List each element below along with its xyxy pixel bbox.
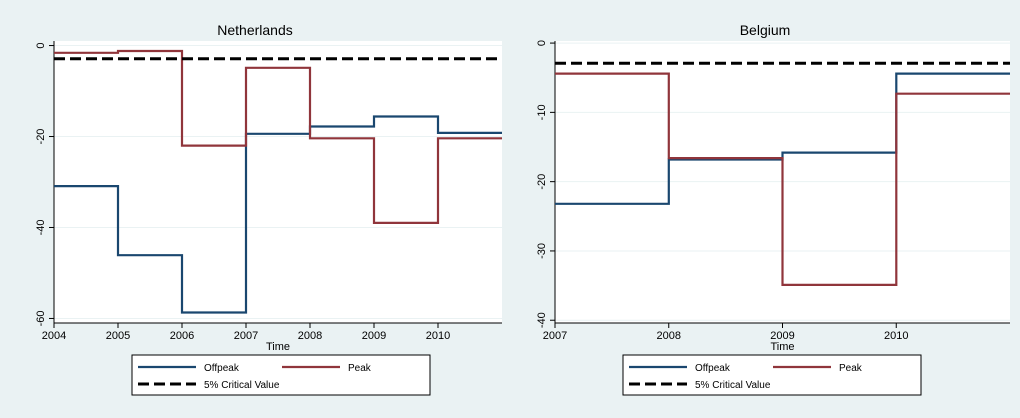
y-tick-label: -30 bbox=[536, 243, 548, 259]
y-tick-label: -10 bbox=[536, 104, 548, 120]
x-tick-label: 2008 bbox=[298, 330, 322, 342]
chart-title: Netherlands bbox=[217, 22, 293, 38]
x-tick-label: 2007 bbox=[543, 330, 567, 342]
x-tick-label: 2010 bbox=[884, 330, 908, 342]
x-axis-label: Time bbox=[770, 341, 794, 353]
chart-title: Belgium bbox=[740, 22, 791, 38]
x-tick-label: 2007 bbox=[234, 330, 258, 342]
x-tick-label: 2009 bbox=[362, 330, 386, 342]
offpeak-series-line bbox=[555, 72, 1010, 205]
y-tick-label: -20 bbox=[35, 129, 47, 145]
legend-box bbox=[131, 354, 431, 396]
peak-series-line bbox=[555, 72, 1010, 286]
x-tick-label: 2009 bbox=[770, 330, 794, 342]
legend-label-peak: Peak bbox=[348, 363, 372, 374]
plot-area bbox=[54, 41, 502, 323]
belgium-chart-panel: Belgium 0 -10 -20 -30 -40 2007 2008 2009 2010 Time… bbox=[510, 0, 1020, 418]
x-tick-label: 2010 bbox=[426, 330, 450, 342]
y-tick-label: -20 bbox=[536, 174, 548, 190]
y-tick-label: 0 bbox=[536, 40, 548, 46]
legend-label-5-critical-value: 5% Critical Value bbox=[204, 380, 280, 391]
legend-box bbox=[622, 354, 922, 396]
netherlands-chart-svg: Netherlands 0 -20 -40 -60 2004 2005 2006 2007 200… bbox=[0, 0, 510, 418]
legend-label-5-critical-value: 5% Critical Value bbox=[695, 380, 771, 391]
y-tick-label: 0 bbox=[35, 42, 47, 48]
peak-series-line bbox=[54, 49, 502, 224]
legend-label-offpeak: Offpeak bbox=[695, 363, 731, 374]
x-tick-label: 2006 bbox=[170, 330, 194, 342]
x-tick-label: 2004 bbox=[42, 330, 66, 342]
offpeak-series-line bbox=[54, 115, 502, 314]
y-tick-label: -40 bbox=[536, 312, 548, 328]
x-axis-label: Time bbox=[266, 341, 290, 353]
belgium-chart-svg: Belgium 0 -10 -20 -30 -40 2007 2008 2009 2010 Time… bbox=[510, 0, 1020, 418]
y-tick-label: -60 bbox=[35, 310, 47, 326]
legend-label-offpeak: Offpeak bbox=[204, 363, 240, 374]
x-tick-label: 2008 bbox=[657, 330, 681, 342]
y-tick-label: -40 bbox=[35, 220, 47, 236]
netherlands-chart-panel: Netherlands 0 -20 -40 -60 2004 2005 2006 2007 200… bbox=[0, 0, 510, 418]
legend-label-peak: Peak bbox=[839, 363, 863, 374]
x-tick-label: 2005 bbox=[106, 330, 130, 342]
